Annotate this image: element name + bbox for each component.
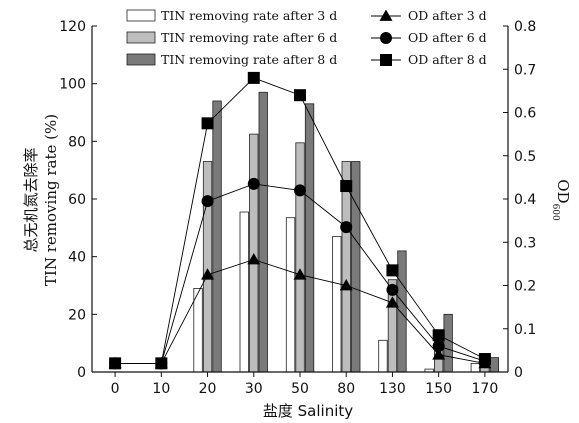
od-point-s1-20 (201, 268, 215, 280)
od-point-s2-30 (247, 177, 260, 190)
y2-axis-title: OD600 (550, 179, 572, 221)
y2-tick-label-0.4: 0.4 (514, 192, 536, 208)
bar-s3-50 (304, 103, 315, 373)
y2-axis-title-main: OD (554, 179, 572, 203)
bars-layer (193, 91, 500, 373)
y2-tick-label-0: 0 (514, 365, 523, 381)
od-point-s1-80 (339, 279, 353, 291)
bar-s3-170 (489, 357, 500, 373)
x-tick-label-130: 130 (379, 381, 406, 397)
axes-layer: 02040608010012000.10.20.30.40.50.60.70.8… (59, 19, 536, 397)
od-point-s3-20 (201, 117, 214, 130)
lines-layer (108, 71, 492, 370)
y2-tick-label-0.7: 0.7 (514, 62, 536, 78)
x-tick-label-80: 80 (337, 381, 355, 397)
legend-swatch-bar-1 (126, 9, 156, 22)
bar-s2-80 (341, 161, 351, 373)
legend-marker-2 (380, 32, 392, 44)
y-tick-label-60: 60 (68, 192, 86, 208)
y-tick-label-100: 100 (59, 77, 86, 93)
od-point-s3-150 (432, 329, 445, 342)
bar-s3-130 (397, 250, 407, 373)
legend-label-od-1: OD after 3 d (408, 8, 487, 23)
x-axis-title: 盐度 Salinity (263, 402, 353, 420)
x-tick-label-0: 0 (111, 381, 120, 397)
y-tick-label-80: 80 (68, 134, 86, 150)
bar-s1-30 (239, 211, 249, 373)
legend-label-bar-3: TIN removing rate after 8 d (161, 52, 337, 67)
bar-s1-170 (470, 362, 481, 373)
od-point-s1-150 (432, 348, 446, 360)
x-tick-label-30: 30 (245, 381, 263, 397)
od-point-s3-10 (155, 357, 168, 370)
y2-tick-label-0.2: 0.2 (514, 279, 536, 295)
bar-s3-80 (351, 161, 361, 373)
bar-s1-20 (193, 287, 203, 373)
legend-marker-3 (380, 54, 392, 66)
x-tick-label-170: 170 (472, 381, 499, 397)
legend-label-bar-2: TIN removing rate after 6 d (161, 30, 337, 45)
od-point-s3-0 (109, 357, 122, 370)
svg-text:OD600: OD600 (550, 179, 572, 221)
od-point-s1-50 (293, 268, 307, 280)
legend-label-bar-1: TIN removing rate after 3 d (161, 8, 337, 23)
y2-tick-label-0.6: 0.6 (514, 106, 536, 122)
legend-label-od-3: OD after 8 d (408, 52, 487, 67)
od-point-s2-80 (340, 221, 353, 234)
od-point-s3-30 (247, 71, 260, 84)
x-tick-label-10: 10 (152, 381, 170, 397)
bar-s1-130 (378, 339, 388, 373)
od-point-s2-20 (201, 195, 214, 208)
y-axis-title-zh: 总无机氮去除率 (22, 147, 40, 252)
bar-s2-30 (249, 133, 259, 373)
bar-s3-30 (258, 91, 268, 373)
y-tick-label-40: 40 (68, 250, 86, 266)
x-tick-label-50: 50 (291, 381, 309, 397)
bar-s3-150 (443, 313, 453, 373)
od-point-s3-170 (478, 353, 491, 366)
y-axis-title-en: TIN removing rate (%) (42, 114, 60, 286)
y2-tick-label-0.1: 0.1 (514, 322, 536, 338)
bar-s2-50 (295, 142, 305, 373)
y-tick-label-120: 120 (59, 19, 86, 35)
x-tick-label-150: 150 (425, 381, 452, 397)
y2-tick-label-0.8: 0.8 (514, 19, 536, 35)
bar-s2-20 (202, 161, 213, 373)
legend-label-od-2: OD after 6 d (408, 30, 487, 45)
y2-tick-label-0.5: 0.5 (514, 149, 536, 165)
od-point-s3-130 (386, 264, 399, 277)
bar-s1-50 (285, 217, 296, 373)
y-tick-label-0: 0 (77, 365, 86, 381)
od-point-s3-80 (340, 180, 353, 193)
bar-s3-20 (212, 100, 222, 373)
legend-swatch-bar-2 (126, 31, 156, 44)
od-point-s1-30 (247, 253, 261, 265)
od-point-s2-150 (432, 340, 445, 353)
y-tick-label-20: 20 (68, 307, 86, 323)
bar-s1-80 (332, 236, 342, 373)
legend: TIN removing rate after 3 d TIN removing … (126, 8, 487, 67)
od-point-s1-130 (385, 296, 399, 308)
od-point-s2-130 (386, 283, 399, 296)
od-point-s2-50 (294, 184, 306, 197)
y2-axis-title-sub: 600 (550, 204, 560, 221)
legend-marker-1 (379, 9, 393, 21)
y2-tick-label-0.3: 0.3 (514, 235, 536, 251)
legend-swatch-bar-3 (126, 53, 156, 66)
x-tick-label-20: 20 (199, 381, 217, 397)
od-point-s3-50 (294, 89, 306, 102)
